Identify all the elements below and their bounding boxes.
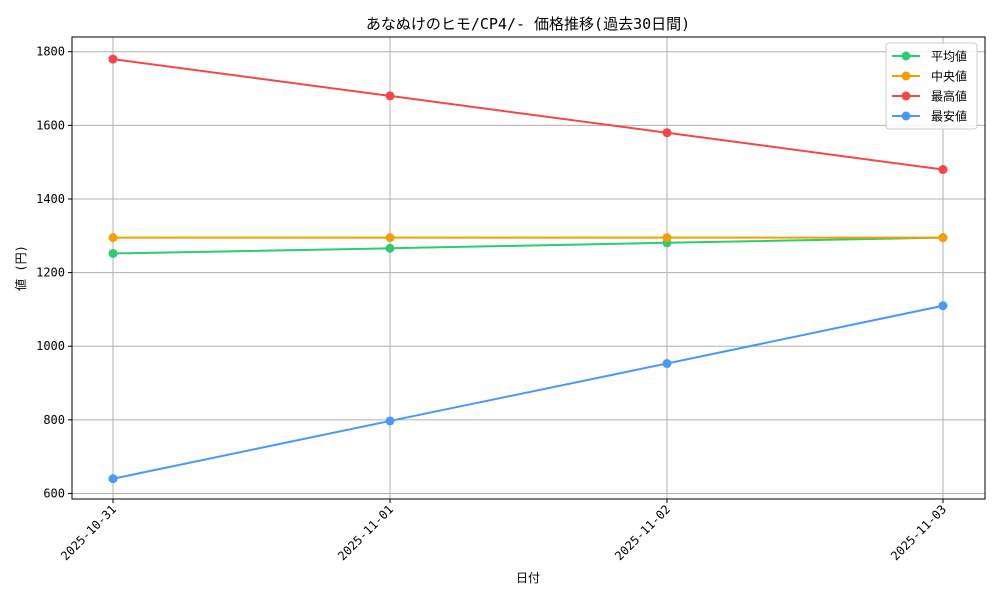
legend-box (885, 42, 978, 130)
grid (72, 37, 985, 499)
legend-swatch-marker (901, 91, 911, 101)
x-axis: 2025-10-31 2025-11-01 2025-11-02 2025-11-03 (58, 499, 949, 563)
legend-item: 中央値 (892, 69, 967, 84)
chart-title: あなぬけのヒモ/CP4/- 価格推移(過去30日間) (366, 15, 690, 33)
data-point (385, 243, 395, 253)
y-axis-label: 値 (円) (13, 245, 28, 291)
data-point (385, 91, 395, 101)
data-point (938, 165, 948, 175)
series-layer (108, 54, 948, 484)
series-3 (108, 301, 948, 484)
plot-frame (71, 36, 986, 500)
x-axis-label: 日付 (516, 571, 540, 585)
y-tick-label: 1400 (36, 192, 65, 206)
legend-item: 最安値 (892, 109, 967, 124)
x-tick-label: 2025-10-31 (58, 502, 119, 563)
data-point (385, 233, 395, 243)
legend-label: 最高値 (931, 89, 967, 104)
legend-label: 中央値 (931, 69, 967, 84)
series-line (112, 304, 944, 480)
y-tick-label: 1200 (36, 266, 65, 280)
x-tick-label: 2025-11-01 (335, 502, 396, 563)
data-point (938, 233, 948, 243)
series-1 (108, 233, 948, 243)
data-point (108, 474, 118, 484)
series-line (112, 58, 944, 171)
data-point (662, 359, 672, 369)
x-tick-label: 2025-11-02 (612, 502, 673, 563)
legend-item: 平均値 (892, 49, 967, 64)
data-point (385, 416, 395, 426)
data-point (108, 248, 118, 258)
legend-label: 平均値 (931, 49, 967, 64)
data-point (938, 301, 948, 311)
data-point (662, 128, 672, 138)
y-tick-label: 600 (43, 486, 65, 500)
legend-swatch-marker (901, 51, 911, 61)
y-tick-label: 1000 (36, 339, 65, 353)
data-point (108, 54, 118, 64)
data-point (662, 233, 672, 243)
y-tick-label: 800 (43, 413, 65, 427)
legend-swatch-marker (901, 111, 911, 121)
data-point (108, 233, 118, 243)
x-tick-label: 2025-11-03 (888, 502, 949, 563)
y-tick-label: 1800 (36, 45, 65, 59)
legend-label: 最安値 (931, 109, 967, 124)
y-axis: 600 800 1000 1200 1400 1600 1800 (36, 45, 72, 500)
series-2 (108, 54, 948, 175)
y-tick-label: 1600 (36, 118, 65, 132)
legend-item: 最高値 (892, 89, 967, 104)
series-line (112, 236, 944, 255)
legend-swatch-marker (901, 71, 911, 81)
